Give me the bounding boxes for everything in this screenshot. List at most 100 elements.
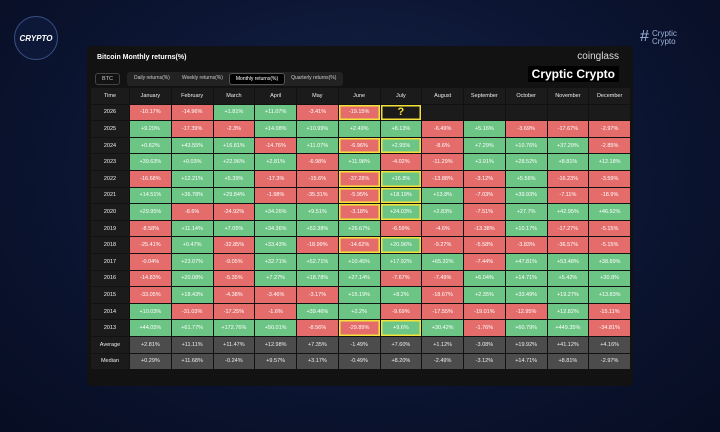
row-label: 2025 xyxy=(91,121,129,137)
cell: +61.77% xyxy=(171,320,213,336)
cell: +11.68% xyxy=(171,353,213,370)
cell: -8.6% xyxy=(171,204,213,220)
cell: +8.81% xyxy=(547,353,589,370)
row-label: Average xyxy=(91,336,129,353)
cell: +29.84% xyxy=(213,187,255,204)
cell: +36.78% xyxy=(171,187,213,204)
table-row: 2013 +44.05% +61.77% +172.76% +50.01% -8.56% -… xyxy=(91,320,630,336)
table-row: 2026 -10.17% -14.96% +1.81% +11.07% -3.41% -19… xyxy=(91,104,630,121)
cell: +6.04% xyxy=(464,270,505,287)
row-label: 2022 xyxy=(91,170,129,187)
cell: -9.05% xyxy=(213,253,255,270)
cell: +39.93% xyxy=(505,187,547,204)
cell: +9.6% xyxy=(380,320,422,336)
cell: +12.82% xyxy=(547,303,589,320)
row-label: 2014 xyxy=(91,303,129,320)
cell: +14.71% xyxy=(505,353,547,370)
asset-select[interactable]: BTC xyxy=(95,73,120,85)
cell: -5.95% xyxy=(338,187,380,204)
cell: +50.01% xyxy=(255,320,296,336)
cell: +18.43% xyxy=(171,287,213,303)
cell: -25.41% xyxy=(130,237,171,253)
cell: +5.42% xyxy=(547,270,589,287)
cell xyxy=(464,104,505,121)
cell: +39.63% xyxy=(130,154,171,170)
cell: -3.69% xyxy=(505,121,547,137)
cell: -0.24% xyxy=(213,353,255,370)
tab[interactable]: Weekly returns(%) xyxy=(181,75,223,81)
cell: +2.49% xyxy=(338,121,380,137)
cell: -13.88% xyxy=(422,170,463,187)
cell: +32.71% xyxy=(255,253,296,270)
cell: +53.48% xyxy=(547,253,589,270)
table-row: 2020 +29.95% -8.6% -24.92% +34.26% +9.51% -3.1… xyxy=(91,204,630,220)
cell: +29.95% xyxy=(130,204,171,220)
row-label: 2024 xyxy=(91,137,129,154)
cell: +28.52% xyxy=(505,154,547,170)
table-row: 2016 -14.83% +20.08% -5.35% +7.27% +18.78% +27… xyxy=(91,270,630,287)
cell: +19.92% xyxy=(505,336,547,353)
cell: +2.81% xyxy=(255,154,296,170)
tab[interactable]: Monthly returns(%) xyxy=(228,73,286,85)
cell: +26.67% xyxy=(338,220,380,237)
tab[interactable]: Daily returns(%) xyxy=(134,75,170,81)
cell: +7.05% xyxy=(213,220,255,237)
row-label: Median xyxy=(91,353,129,370)
cell: +0.47% xyxy=(171,237,213,253)
cell: +8.2% xyxy=(380,287,422,303)
cell: -7.03% xyxy=(464,187,505,204)
brand: Cryptic Crypto xyxy=(652,30,677,46)
returns-table: Time January February March April May June July… xyxy=(90,87,631,370)
cell: +11.98% xyxy=(338,154,380,170)
cell: -17.67% xyxy=(547,121,589,137)
cell: +46.92% xyxy=(589,204,630,220)
table-row: 2025 +9.29% -17.39% -2.3% +14.08% +10.99% +2.4… xyxy=(91,121,630,137)
cell: -4.6% xyxy=(422,220,463,237)
table-row: 2019 -8.58% +11.14% +7.05% +34.36% +52.38% +26… xyxy=(91,220,630,237)
cell: +0.03% xyxy=(171,154,213,170)
table-row: 2017 -0.04% +23.07% -9.05% +32.71% +52.71% +10… xyxy=(91,253,630,270)
cell: -14.96% xyxy=(171,104,213,121)
cell: +8.20% xyxy=(380,353,422,370)
cell: -7.11% xyxy=(547,187,589,204)
cell: +5.39% xyxy=(213,170,255,187)
cell: -5.15% xyxy=(589,237,630,253)
cell: -19.01% xyxy=(464,303,505,320)
cell: -16.23% xyxy=(547,170,589,187)
cell: +5.56% xyxy=(505,170,547,187)
cell: -6.49% xyxy=(422,121,463,137)
cell: +27.14% xyxy=(338,270,380,287)
cell: +13.8% xyxy=(422,187,463,204)
column-header: May xyxy=(297,88,338,104)
cell: +11.47% xyxy=(213,336,255,353)
cell: -6.98% xyxy=(297,154,338,170)
cell: +4.16% xyxy=(589,336,630,353)
cell: +9.57% xyxy=(255,353,296,370)
column-header: February xyxy=(171,88,213,104)
cell: -7.51% xyxy=(464,204,505,220)
cell: -9.27% xyxy=(422,237,463,253)
tab[interactable]: Quarterly returns(%) xyxy=(291,75,337,81)
cell: +33.49% xyxy=(505,287,547,303)
cell: +172.76% xyxy=(213,320,255,336)
column-header: July xyxy=(380,88,422,104)
cell: +10.03% xyxy=(130,303,171,320)
cell: -36.57% xyxy=(547,237,589,253)
cell: -37.28% xyxy=(338,170,380,187)
cell: -2.49% xyxy=(422,353,463,370)
row-label: 2019 xyxy=(91,220,129,237)
cell: +2.2% xyxy=(338,303,380,320)
cell: +11.14% xyxy=(171,220,213,237)
cell: +1.12% xyxy=(422,336,463,353)
header-row: Time January February March April May June July… xyxy=(91,88,630,104)
cell: +7.29% xyxy=(464,137,505,154)
row-label: 2016 xyxy=(91,270,129,287)
cell: +52.38% xyxy=(297,220,338,237)
table-row: 2018 -25.41% +0.47% -32.85% +33.43% -18.99% -1… xyxy=(91,237,630,253)
panel-title: Bitcoin Monthly returns(%) xyxy=(97,54,187,61)
cell: -0.04% xyxy=(130,253,171,270)
tabs: Daily returns(%) Weekly returns(%) Monthly… xyxy=(127,72,344,86)
cell: -35.31% xyxy=(297,187,338,204)
table-row: Median +0.29% +11.68% -0.24% +9.57% +3.17% -0.… xyxy=(91,353,630,370)
